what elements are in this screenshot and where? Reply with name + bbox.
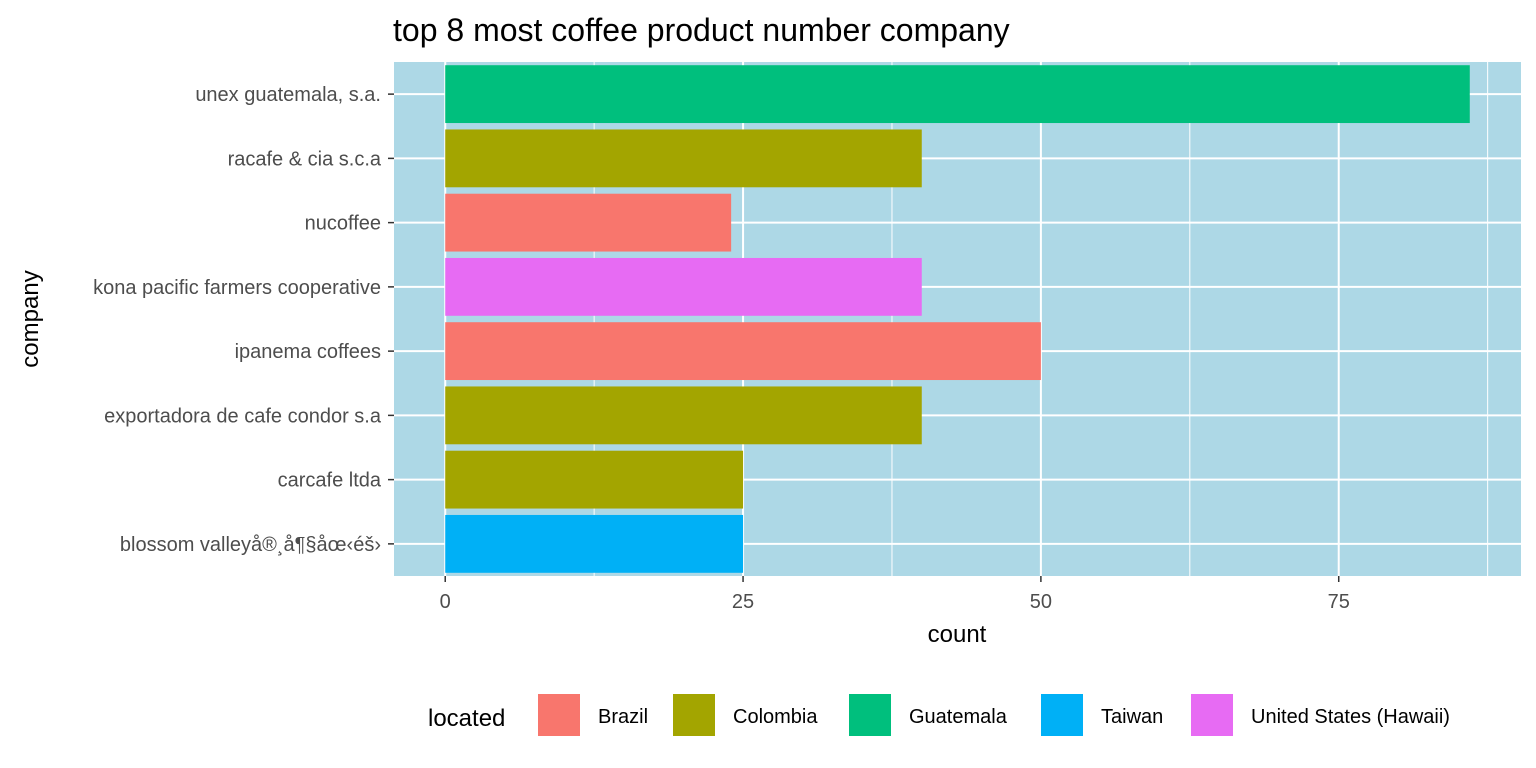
x-tick-label: 0 (440, 591, 451, 613)
legend-key (849, 694, 891, 736)
y-tick-label: exportadora de cafe condor s.a (104, 405, 382, 427)
y-axis: unex guatemala, s.a. racafe & cia s.c.a nu… (93, 84, 394, 556)
legend-key (1041, 694, 1083, 736)
y-tick-label: blossom valleyå®¸å¶§åœ‹éš› (120, 534, 381, 556)
y-tick-label: nucoffee (305, 213, 381, 235)
bar (445, 65, 1470, 124)
legend-label: Taiwan (1101, 706, 1163, 728)
bar (445, 322, 1041, 381)
bar (445, 386, 922, 445)
bar (445, 514, 744, 573)
legend-label: Brazil (598, 706, 648, 728)
legend-label: Colombia (733, 706, 818, 728)
bar (445, 450, 744, 509)
y-tick-label: unex guatemala, s.a. (195, 84, 381, 106)
legend-label: Guatemala (909, 706, 1008, 728)
y-tick-label: ipanema coffees (235, 341, 381, 363)
legend-key (538, 694, 580, 736)
x-tick-label: 25 (732, 591, 754, 613)
legend-title: located (428, 705, 505, 732)
legend-key (1191, 694, 1233, 736)
x-axis-title: count (928, 621, 987, 648)
bar (445, 129, 922, 188)
y-axis-title: company (17, 270, 44, 367)
legend-label: United States (Hawaii) (1251, 706, 1450, 728)
x-tick-label: 50 (1030, 591, 1052, 613)
x-tick-label: 75 (1328, 591, 1350, 613)
y-tick-label: racafe & cia s.c.a (228, 148, 382, 170)
y-tick-label: kona pacific farmers cooperative (93, 277, 381, 299)
bar (445, 257, 922, 316)
y-tick-label: carcafe ltda (278, 470, 382, 492)
x-axis: 0 25 50 75 (440, 576, 1350, 613)
chart-title: top 8 most coffee product number company (393, 12, 1010, 48)
bar (445, 193, 732, 252)
legend-key (673, 694, 715, 736)
legend: located Brazil Colombia Guatemala Taiwan Uni… (428, 694, 1450, 736)
bars (445, 65, 1470, 573)
